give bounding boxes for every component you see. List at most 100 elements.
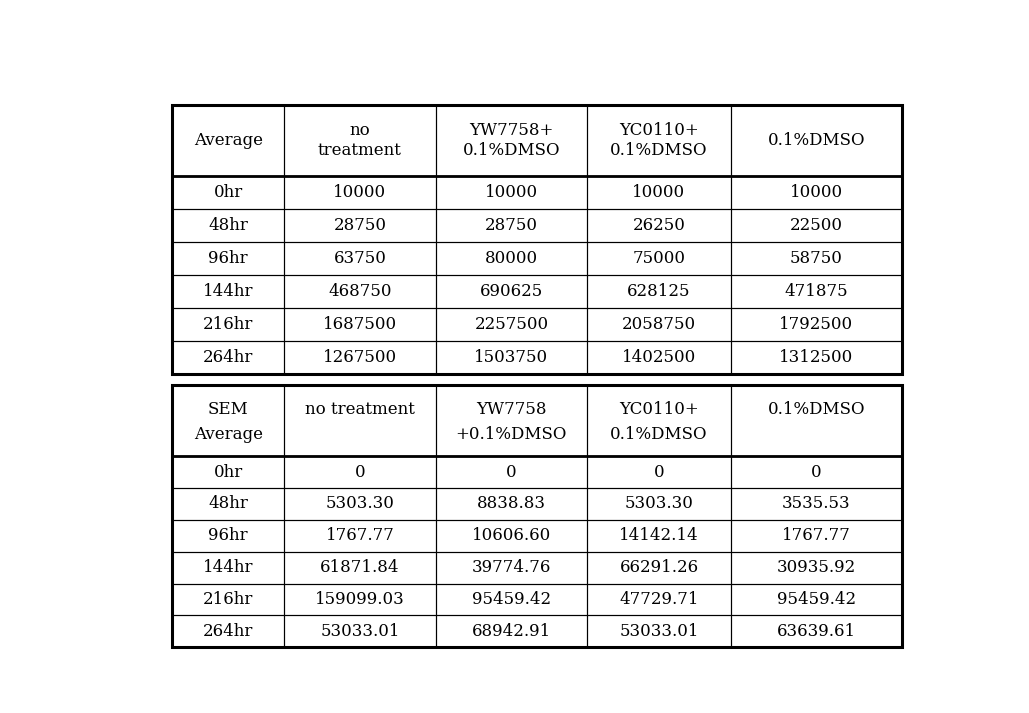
Bar xyxy=(173,341,284,374)
Text: 39774.76: 39774.76 xyxy=(471,559,552,576)
Bar xyxy=(173,176,284,209)
Text: 628125: 628125 xyxy=(628,283,690,300)
Bar xyxy=(173,308,284,341)
Bar xyxy=(284,583,435,615)
Text: 10000: 10000 xyxy=(333,184,387,201)
Bar xyxy=(731,275,902,308)
Bar xyxy=(588,209,731,242)
Bar xyxy=(435,308,588,341)
Text: 0.1%DMSO: 0.1%DMSO xyxy=(768,401,865,419)
Bar xyxy=(731,615,902,647)
Bar xyxy=(173,552,284,583)
Text: 144hr: 144hr xyxy=(203,283,253,300)
Bar xyxy=(731,520,902,552)
Bar xyxy=(588,242,731,275)
Text: 28750: 28750 xyxy=(333,217,387,234)
Bar xyxy=(284,308,435,341)
Text: 0: 0 xyxy=(811,463,822,481)
Text: 22500: 22500 xyxy=(790,217,843,234)
Bar xyxy=(588,583,731,615)
Text: 58750: 58750 xyxy=(790,250,843,267)
Bar xyxy=(284,615,435,647)
Text: 264hr: 264hr xyxy=(203,349,253,366)
Text: 47729.71: 47729.71 xyxy=(619,591,699,608)
Bar xyxy=(284,105,435,176)
Text: 8838.83: 8838.83 xyxy=(476,496,546,513)
Text: 75000: 75000 xyxy=(633,250,685,267)
Bar xyxy=(284,552,435,583)
Bar xyxy=(173,209,284,242)
Text: 0: 0 xyxy=(653,463,665,481)
Bar xyxy=(284,275,435,308)
Bar xyxy=(435,209,588,242)
Bar xyxy=(435,176,588,209)
Text: 0hr: 0hr xyxy=(214,463,243,481)
Bar xyxy=(435,488,588,520)
Text: 1312500: 1312500 xyxy=(779,349,854,366)
Bar xyxy=(435,242,588,275)
Text: YW7758+
0.1%DMSO: YW7758+ 0.1%DMSO xyxy=(463,122,560,159)
Bar xyxy=(731,583,902,615)
Text: 48hr: 48hr xyxy=(208,217,248,234)
Text: SEM: SEM xyxy=(208,401,249,419)
Bar xyxy=(284,456,435,488)
Bar xyxy=(173,385,284,456)
Text: 80000: 80000 xyxy=(485,250,538,267)
Text: YW7758: YW7758 xyxy=(476,401,546,419)
Text: 2058750: 2058750 xyxy=(622,316,696,333)
Text: 1402500: 1402500 xyxy=(622,349,696,366)
Text: 216hr: 216hr xyxy=(203,316,253,333)
Text: 144hr: 144hr xyxy=(203,559,253,576)
Text: 0hr: 0hr xyxy=(214,184,243,201)
Text: 468750: 468750 xyxy=(328,283,392,300)
Text: 5303.30: 5303.30 xyxy=(325,496,394,513)
Bar xyxy=(284,520,435,552)
Bar xyxy=(435,456,588,488)
Text: Average: Average xyxy=(193,132,262,149)
Bar xyxy=(435,275,588,308)
Text: 690625: 690625 xyxy=(480,283,543,300)
Bar xyxy=(173,385,902,647)
Text: 63750: 63750 xyxy=(333,250,386,267)
Bar xyxy=(173,105,284,176)
Bar xyxy=(284,209,435,242)
Bar xyxy=(173,105,902,374)
Text: 10606.60: 10606.60 xyxy=(471,527,552,544)
Text: 1503750: 1503750 xyxy=(474,349,548,366)
Bar xyxy=(731,209,902,242)
Bar xyxy=(731,242,902,275)
Bar xyxy=(731,385,902,456)
Bar xyxy=(588,275,731,308)
Text: 30935.92: 30935.92 xyxy=(777,559,856,576)
Text: 26250: 26250 xyxy=(633,217,685,234)
Bar xyxy=(588,552,731,583)
Text: 1687500: 1687500 xyxy=(323,316,397,333)
Bar xyxy=(731,456,902,488)
Bar xyxy=(284,488,435,520)
Text: 3535.53: 3535.53 xyxy=(782,496,851,513)
Text: 0: 0 xyxy=(355,463,365,481)
Bar xyxy=(588,341,731,374)
Bar xyxy=(731,105,902,176)
Text: Average: Average xyxy=(193,426,262,443)
Bar xyxy=(731,552,902,583)
Bar xyxy=(731,341,902,374)
Text: 66291.26: 66291.26 xyxy=(619,559,699,576)
Bar xyxy=(435,385,588,456)
Text: YC0110+: YC0110+ xyxy=(619,401,699,419)
Bar xyxy=(435,583,588,615)
Text: 471875: 471875 xyxy=(785,283,848,300)
Bar xyxy=(731,176,902,209)
Bar xyxy=(588,456,731,488)
Bar xyxy=(284,385,435,456)
Bar xyxy=(731,488,902,520)
Bar xyxy=(435,341,588,374)
Bar xyxy=(173,275,284,308)
Bar xyxy=(588,308,731,341)
Text: 10000: 10000 xyxy=(633,184,685,201)
Bar xyxy=(284,176,435,209)
Text: 48hr: 48hr xyxy=(208,496,248,513)
Bar xyxy=(435,552,588,583)
Bar xyxy=(173,456,284,488)
Text: 159099.03: 159099.03 xyxy=(315,591,404,608)
